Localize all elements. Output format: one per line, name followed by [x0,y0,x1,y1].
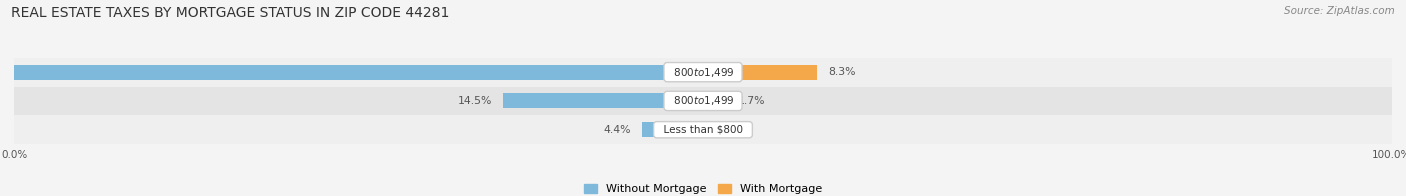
Text: $800 to $1,499: $800 to $1,499 [666,94,740,107]
Bar [14,58,1392,87]
Bar [14,87,1392,115]
Bar [703,93,727,108]
Bar [503,93,703,108]
Text: 1.7%: 1.7% [738,96,765,106]
Bar [643,122,703,137]
Bar [703,122,707,137]
Text: Less than $800: Less than $800 [657,125,749,135]
Text: 4.4%: 4.4% [603,125,631,135]
Text: REAL ESTATE TAXES BY MORTGAGE STATUS IN ZIP CODE 44281: REAL ESTATE TAXES BY MORTGAGE STATUS IN … [11,6,450,20]
Text: 8.3%: 8.3% [828,67,856,77]
Text: Source: ZipAtlas.com: Source: ZipAtlas.com [1284,6,1395,16]
Text: $800 to $1,499: $800 to $1,499 [666,66,740,79]
Text: 0.34%: 0.34% [718,125,754,135]
Bar [0,65,703,80]
Text: 14.5%: 14.5% [458,96,492,106]
Legend: Without Mortgage, With Mortgage: Without Mortgage, With Mortgage [579,179,827,196]
Bar [703,65,817,80]
Bar [14,115,1392,144]
